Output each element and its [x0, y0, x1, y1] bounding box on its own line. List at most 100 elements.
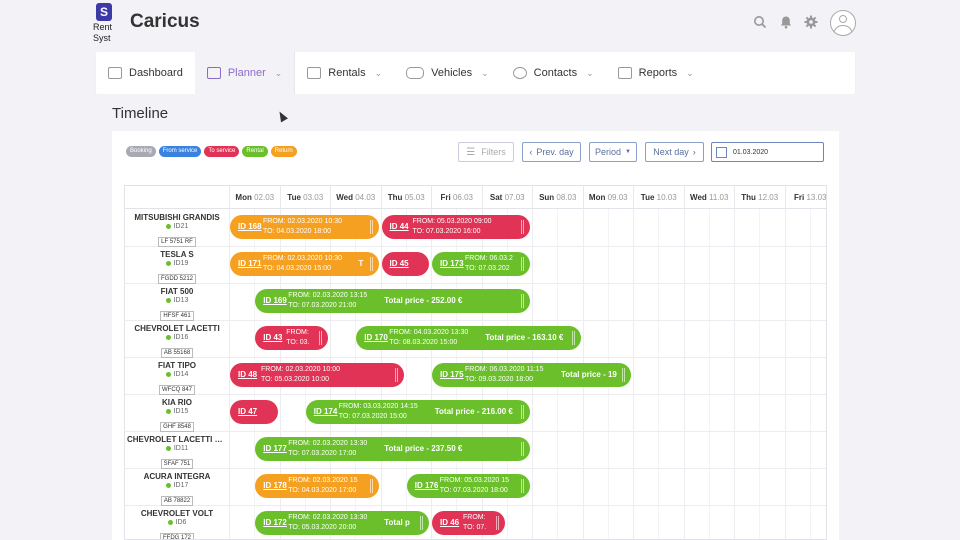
period-label: Period [595, 147, 622, 157]
booking-id-link[interactable]: ID 46 [440, 518, 460, 527]
app-logo[interactable]: S Rent Syst [93, 3, 121, 43]
booking-bar[interactable]: ID 173 FROM: 06.03.2 TO: 07.03.202 [432, 252, 530, 276]
booking-id-link[interactable]: ID 48 [238, 370, 258, 379]
legend-return: Return [270, 146, 297, 157]
booking-to: TO: 07.03.2020 21:00 [288, 302, 357, 309]
search-icon[interactable] [753, 15, 767, 29]
resize-handle-icon[interactable] [622, 368, 625, 382]
booking-bar[interactable]: ID 47 [230, 400, 278, 424]
booking-id-link[interactable]: ID 44 [389, 222, 409, 231]
booking-bar[interactable]: ID 169 FROM: 02.03.2020 13:15 TO: 07.03.20… [255, 289, 530, 313]
vehicle-cell[interactable]: ACURA INTEGRA ID17 AB 78822 [125, 468, 229, 506]
resize-handle-icon[interactable] [369, 479, 373, 493]
resize-handle-icon[interactable] [521, 294, 524, 308]
period-dropdown[interactable]: Period ▼ [589, 142, 637, 162]
status-dot-icon [165, 223, 171, 229]
day-column-line [734, 209, 735, 539]
resize-handle-icon[interactable] [521, 405, 524, 419]
half-day-line [708, 209, 710, 539]
booking-bar[interactable]: ID 168 FROM: 02.03.2020 10:30 TO: 04.03.20… [230, 215, 379, 239]
resize-handle-icon[interactable] [521, 479, 524, 493]
booking-from: FROM: 02.03.2020 15 [288, 477, 358, 484]
nav-label: Rentals [328, 67, 366, 79]
vehicle-cell[interactable]: KIA RIO ID15 GHF 8548 [125, 394, 229, 432]
day-column-line [683, 209, 685, 539]
booking-id-link[interactable]: ID 173 [440, 259, 464, 268]
page-title: Timeline [112, 105, 169, 122]
prev-day-button[interactable]: ‹ Prev. day [522, 142, 581, 162]
resize-handle-icon[interactable] [571, 331, 575, 345]
vehicle-cell[interactable]: TESLA S ID19 FGDD 5212 [125, 246, 229, 284]
vehicle-id: ID14 [125, 371, 229, 378]
date-picker-input[interactable]: 01.03.2020 [711, 142, 824, 162]
vehicle-name: KIA RIO [162, 398, 192, 407]
booking-bar[interactable]: ID 171 FROM: 02.03.2020 10:30 TO: 04.03.20… [230, 252, 379, 276]
nav-item-dashboard[interactable]: Dashboard [96, 52, 195, 94]
booking-id-link[interactable]: ID 169 [263, 296, 287, 305]
booking-id-link[interactable]: ID 178 [263, 481, 287, 490]
contacts-icon [512, 67, 527, 79]
bell-icon[interactable] [779, 15, 793, 29]
booking-bar[interactable]: ID 172 FROM: 02.03.2020 13:30 TO: 05.03.20… [255, 511, 429, 535]
gear-icon[interactable] [804, 15, 818, 29]
booking-id-link[interactable]: ID 174 [313, 407, 338, 416]
booking-id-link[interactable]: ID 176 [414, 481, 439, 490]
booking-id-link[interactable]: ID 175 [440, 370, 464, 379]
resize-handle-icon[interactable] [394, 368, 398, 382]
user-avatar-icon[interactable] [830, 10, 856, 36]
day-column-line [431, 209, 432, 539]
booking-to: TO: 09.03.2020 18:00 [465, 376, 533, 383]
next-day-button[interactable]: Next day › [645, 142, 704, 162]
resize-handle-icon[interactable] [521, 442, 524, 456]
resize-handle-icon[interactable] [369, 220, 373, 234]
vehicle-cell[interactable]: FIAT TIPO ID14 WFCQ 847 [125, 357, 229, 395]
nav-item-planner[interactable]: Planner ⌄ [194, 52, 296, 94]
vehicle-id: ID11 [125, 445, 229, 452]
booking-bar[interactable]: ID 178 FROM: 02.03.2020 15 TO: 04.03.2020 … [255, 474, 379, 498]
booking-bar[interactable]: ID 45 [381, 252, 429, 276]
booking-to: TO: 04.03.2020 17:00 [288, 487, 357, 494]
vehicle-cell[interactable]: CHEVROLET LACETTI W... ID11 SFAF 751 [125, 431, 229, 469]
legend-rental: Rental [242, 146, 268, 157]
resize-handle-icon[interactable] [495, 516, 499, 530]
booking-from: FROM: [463, 514, 486, 521]
booking-to: TO: 07.03.2020 15:00 [338, 413, 407, 420]
booking-bar[interactable]: ID 170 FROM: 04.03.2020 13:30 TO: 08.03.20… [356, 326, 581, 350]
vehicle-cell[interactable]: CHEVROLET LACETTI ID16 AB 55168 [125, 320, 229, 358]
booking-to: TO: 04.03.2020 18:00 [263, 228, 331, 235]
vehicle-cell[interactable]: CHEVROLET VOLT ID6 FFDG 172 [125, 505, 229, 539]
booking-bar[interactable]: ID 174 FROM: 03.03.2020 14:15 TO: 07.03.20… [305, 400, 530, 424]
vehicle-cell[interactable]: FIAT 500 ID13 HFSF 461 [125, 283, 229, 321]
status-dot-icon [165, 371, 171, 377]
booking-bar[interactable]: ID 43 FROM: TO: 03. [255, 326, 328, 350]
booking-to: TO: 05.03.2020 20:00 [288, 524, 357, 531]
resize-handle-icon[interactable] [420, 516, 423, 530]
vehicle-name: FIAT 500 [160, 287, 194, 296]
booking-id-link[interactable]: ID 47 [238, 407, 258, 416]
resize-handle-icon[interactable] [319, 331, 322, 345]
vehicle-cell[interactable]: MITSUBISHI GRANDIS ID21 LF 5751 RF [125, 209, 229, 247]
filters-button[interactable]: ☰ Filters [458, 142, 514, 162]
booking-id-link[interactable]: ID 43 [263, 333, 283, 342]
resize-handle-icon[interactable] [521, 257, 524, 271]
booking-id-link[interactable]: ID 172 [263, 518, 287, 527]
nav-item-rentals[interactable]: Rentals ⌄ [295, 52, 394, 94]
booking-id-link[interactable]: ID 170 [364, 333, 388, 342]
booking-bar[interactable]: ID 176 FROM: 05.03.2020 15 TO: 07.03.2020 … [406, 474, 530, 498]
nav-label: Vehicles [431, 67, 473, 79]
booking-bar[interactable]: ID 177 FROM: 02.03.2020 13:30 TO: 07.03.20… [255, 437, 530, 461]
booking-bar[interactable]: ID 175 FROM: 06.03.2020 11:15 TO: 09.03.20… [432, 363, 631, 387]
booking-id-link[interactable]: ID 171 [238, 259, 262, 268]
booking-bar[interactable]: ID 44 FROM: 05.03.2020 09:00 TO: 07.03.202… [381, 215, 530, 239]
booking-id-link[interactable]: ID 168 [238, 222, 262, 231]
resize-handle-icon[interactable] [521, 220, 524, 234]
status-dot-icon [165, 334, 171, 340]
booking-id-link[interactable]: ID 45 [389, 259, 409, 268]
booking-bar[interactable]: ID 46 FROM: TO: 07. [432, 511, 505, 535]
booking-bar[interactable]: ID 48 FROM: 02.03.2020 10:00 TO: 05.03.202… [230, 363, 404, 387]
booking-id-link[interactable]: ID 177 [263, 444, 287, 453]
nav-item-vehicles[interactable]: Vehicles ⌄ [394, 52, 501, 94]
resize-handle-icon[interactable] [369, 257, 373, 271]
nav-item-contacts[interactable]: Contacts ⌄ [501, 52, 606, 94]
nav-item-reports[interactable]: Reports ⌄ [606, 52, 706, 94]
